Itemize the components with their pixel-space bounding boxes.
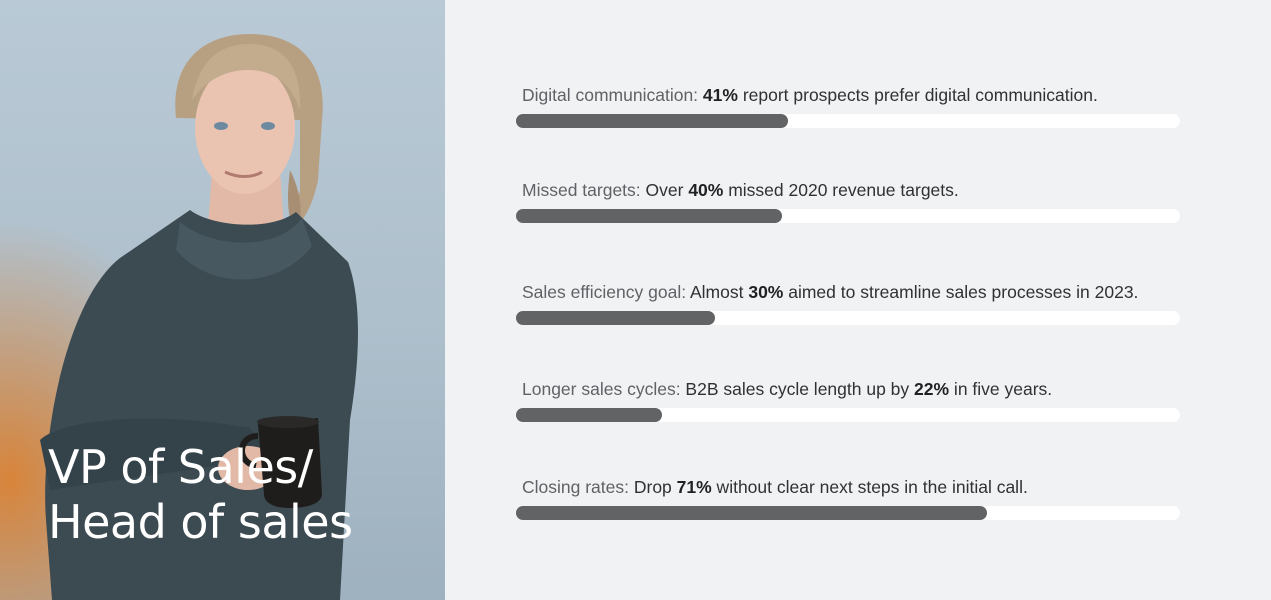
stat-label: Closing rates: xyxy=(522,477,629,497)
stat-longer-sales-cycles: Longer sales cycles: B2B sales cycle len… xyxy=(516,378,1180,422)
progress-fill xyxy=(516,114,789,128)
stat-pre: Drop xyxy=(629,477,677,497)
stat-label: Longer sales cycles: xyxy=(522,379,681,399)
persona-title: VP of Sales/ Head of sales xyxy=(48,440,353,550)
stat-value: 71% xyxy=(676,477,712,497)
stat-post: missed 2020 revenue targets. xyxy=(723,180,959,200)
progress-fill xyxy=(516,311,716,325)
persona-title-line2: Head of sales xyxy=(48,495,353,549)
stat-label: Digital communication: xyxy=(522,85,699,105)
progress-track xyxy=(516,506,1180,520)
stat-closing-rates: Closing rates: Drop 71% without clear ne… xyxy=(516,476,1180,520)
stat-post: report prospects prefer digital communic… xyxy=(737,85,1098,105)
stat-pre: B2B sales cycle length up by xyxy=(680,379,915,399)
stat-value: 40% xyxy=(688,180,724,200)
stat-value: 30% xyxy=(748,282,784,302)
stat-value: 22% xyxy=(914,379,950,399)
progress-track xyxy=(516,311,1180,325)
stat-post: without clear next steps in the initial … xyxy=(711,477,1028,497)
progress-track xyxy=(516,408,1180,422)
stat-value: 41% xyxy=(702,85,738,105)
stat-sales-efficiency-goal: Sales efficiency goal: Almost 30% aimed … xyxy=(516,281,1180,325)
stat-text: Missed targets: Over 40% missed 2020 rev… xyxy=(522,179,1186,201)
persona-photo: VP of Sales/ Head of sales xyxy=(0,0,445,600)
person-illustration xyxy=(40,34,358,600)
progress-track xyxy=(516,114,1180,128)
stat-missed-targets: Missed targets: Over 40% missed 2020 rev… xyxy=(516,179,1180,223)
persona-title-line1: VP of Sales/ xyxy=(48,440,313,494)
progress-fill xyxy=(516,506,988,520)
stat-post: in five years. xyxy=(949,379,1053,399)
stat-text: Longer sales cycles: B2B sales cycle len… xyxy=(522,378,1186,400)
stat-label: Missed targets: xyxy=(522,180,641,200)
stat-post: aimed to streamline sales processes in 2… xyxy=(783,282,1139,302)
progress-fill xyxy=(516,408,663,422)
stat-text: Sales efficiency goal: Almost 30% aimed … xyxy=(522,281,1186,303)
stat-text: Closing rates: Drop 71% without clear ne… xyxy=(522,476,1186,498)
progress-fill xyxy=(516,209,782,223)
stat-pre: Over xyxy=(640,180,689,200)
progress-track xyxy=(516,209,1180,223)
stat-label: Sales efficiency goal: xyxy=(522,282,687,302)
stat-pre: Almost xyxy=(686,282,749,302)
stat-text: Digital communication: 41% report prospe… xyxy=(522,84,1186,106)
stat-digital-communication: Digital communication: 41% report prospe… xyxy=(516,84,1180,128)
